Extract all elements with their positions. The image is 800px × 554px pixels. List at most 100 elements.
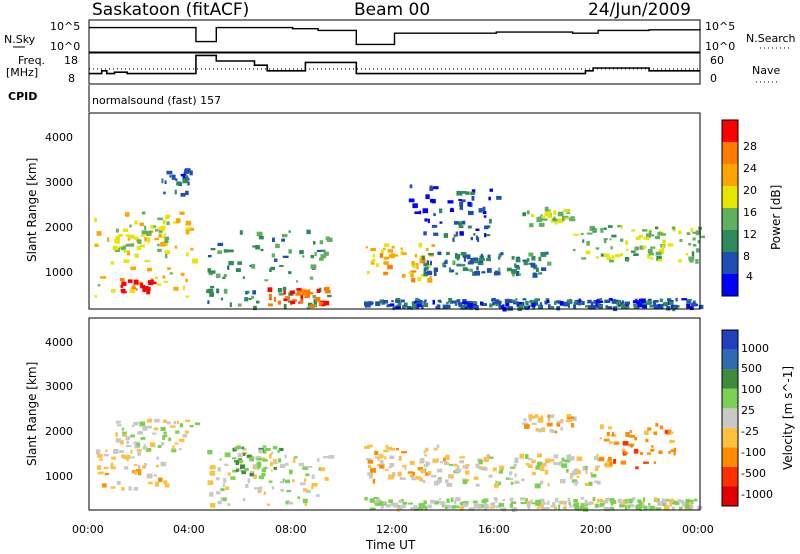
velocity-cell [398, 499, 402, 503]
power-cell [500, 252, 504, 256]
power-cell [472, 271, 476, 276]
velocity-cell [125, 445, 132, 448]
power-cell [569, 301, 573, 304]
power-cell [626, 259, 629, 263]
power-cell [397, 302, 402, 306]
velocity-cell [639, 505, 645, 509]
power-cell [267, 287, 273, 293]
power-cell [643, 303, 646, 306]
velocity-cell [392, 502, 398, 508]
power-cell [164, 250, 171, 254]
power-cell [163, 233, 167, 236]
velocity-cell [604, 506, 611, 512]
power-cell [505, 302, 510, 307]
power-cell [283, 304, 287, 309]
power-cell [146, 230, 152, 236]
velocity-cell [498, 470, 503, 474]
velocity-cell [688, 499, 694, 504]
power-cell [608, 298, 613, 301]
velocity-cell [446, 462, 449, 465]
velocity-cell [541, 502, 547, 505]
power-cell [633, 305, 638, 309]
power-cell [538, 222, 545, 227]
velocity-cell [232, 447, 237, 452]
power-cell [603, 227, 607, 230]
power-cell [616, 301, 620, 306]
power-cell [468, 210, 474, 216]
power-cell [429, 199, 435, 203]
velocity-cell [420, 469, 426, 474]
velocity-cell [655, 423, 659, 427]
velocity-cell [599, 437, 602, 440]
power-cell [117, 239, 120, 245]
velocity-cell [671, 506, 676, 510]
velocity-cell [119, 450, 125, 453]
power-cell [173, 286, 179, 291]
power-cell [587, 305, 591, 309]
power-cell [444, 264, 447, 268]
power-cell [400, 247, 403, 250]
power-cell [467, 225, 472, 229]
power-cell [364, 304, 368, 308]
velocity-cell [436, 444, 440, 448]
power-cell [185, 295, 190, 298]
velocity-cell [596, 453, 599, 458]
velocity-colorbar-swatch [722, 349, 738, 370]
power-cell [599, 298, 603, 303]
power-cell [119, 234, 123, 237]
power-cell [563, 301, 569, 307]
velocity-cell [599, 499, 604, 502]
velocity-cell [428, 471, 432, 475]
velocity-cell [534, 414, 539, 418]
power-cell [639, 245, 644, 250]
power-cell [667, 243, 674, 247]
power-cell [110, 261, 114, 265]
power-cell [247, 290, 250, 294]
velocity-cell [654, 497, 658, 502]
power-cell [465, 302, 468, 308]
velocity-cell [401, 504, 406, 509]
velocity-cell [273, 466, 277, 470]
power-cell [594, 305, 600, 308]
power-cell [429, 187, 434, 191]
velocity-cell [128, 486, 132, 491]
power-cell [529, 223, 534, 228]
velocity-cell [168, 437, 172, 442]
velocity-cell [495, 499, 498, 503]
velocity-cell [103, 453, 109, 457]
power-cell [567, 303, 570, 308]
velocity-cell [378, 454, 384, 459]
power-cell [486, 234, 491, 237]
velocity-cell [409, 460, 415, 465]
power-cell [282, 286, 287, 291]
velocity-cell [531, 422, 537, 425]
velocity-cell [241, 452, 246, 456]
power-cell [514, 263, 517, 268]
power-cell [310, 255, 314, 259]
velocity-cell [570, 474, 573, 480]
power-cell [182, 178, 189, 184]
power-cell [410, 270, 417, 273]
velocity-cell [594, 466, 599, 472]
power-cell [129, 224, 132, 228]
velocity-cell [220, 488, 225, 492]
power-cell [553, 216, 556, 222]
power-cell [94, 217, 97, 222]
power-cell [455, 272, 459, 275]
velocity-cell [566, 419, 570, 423]
power-cell [476, 237, 480, 242]
power-cell [146, 289, 151, 295]
nsearch-tick-high: 10^5 [705, 20, 735, 33]
velocity-cell [610, 506, 612, 510]
power-cell [139, 244, 145, 248]
power-cell [646, 233, 651, 239]
velocity-cell [445, 504, 451, 509]
power-cell [489, 188, 493, 192]
power-cell [192, 258, 198, 264]
velocity-cell [538, 503, 544, 508]
power-cell [228, 261, 234, 266]
velocity-colorbar-swatch [722, 466, 738, 487]
velocity-cell [121, 427, 124, 431]
power-cbar-tick-12: 12 [743, 228, 757, 241]
power-cell [372, 253, 375, 258]
